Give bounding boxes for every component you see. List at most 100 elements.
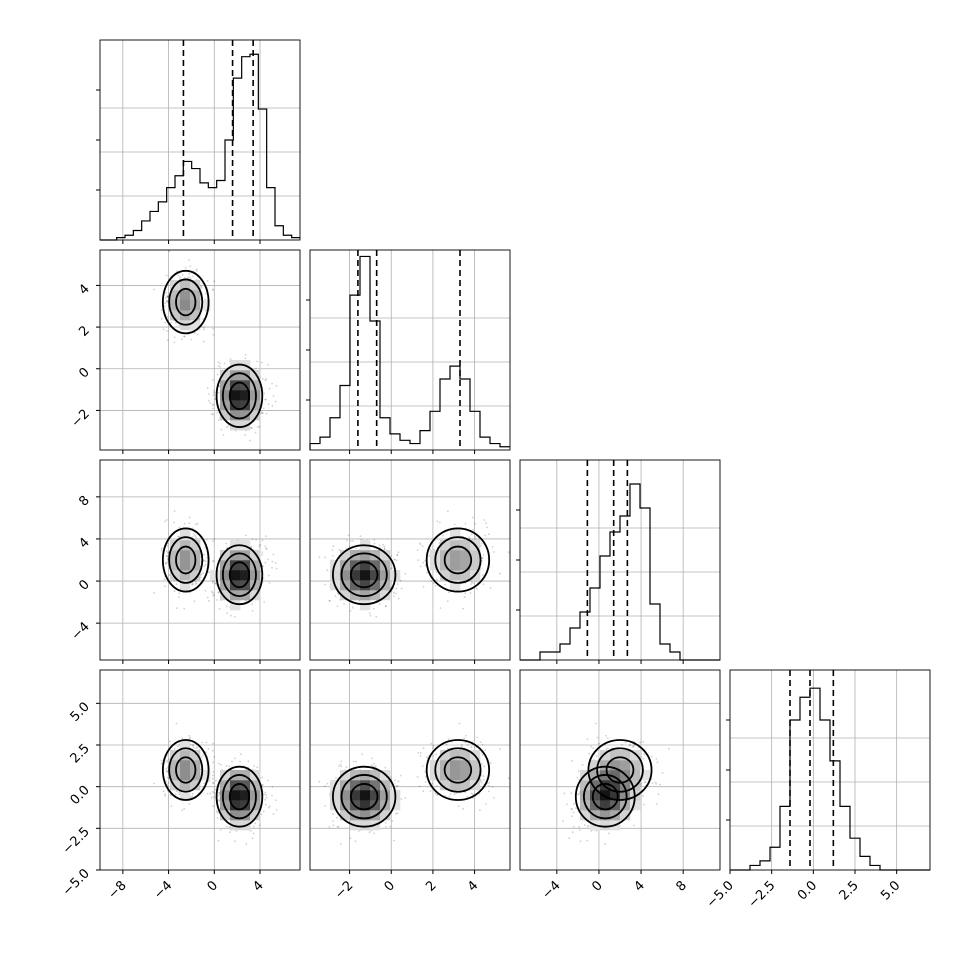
scatter-point — [436, 520, 439, 523]
scatter-point — [212, 394, 215, 397]
density-cell — [200, 300, 211, 311]
scatter-point — [177, 745, 179, 748]
scatter-point — [256, 766, 259, 769]
scatter-point — [165, 768, 168, 770]
scatter-point — [489, 587, 492, 589]
panel-frame — [309, 249, 511, 451]
scatter-point — [165, 330, 168, 332]
scatter-point — [261, 361, 263, 364]
scatter-point — [393, 595, 395, 597]
scatter-point — [358, 599, 361, 602]
scatter-point — [264, 561, 267, 564]
scatter-point — [384, 766, 387, 769]
scatter-point — [483, 519, 486, 521]
scatter-point — [418, 542, 421, 545]
scatter-point — [419, 752, 422, 754]
scatter-point — [340, 760, 343, 763]
scatter-point — [447, 510, 449, 512]
density-cell — [220, 790, 231, 801]
scatter-point — [203, 565, 206, 567]
scatter-point — [373, 542, 376, 545]
scatter-point — [153, 288, 156, 291]
scatter-point — [212, 333, 215, 336]
density-cell — [220, 390, 231, 401]
scatter-point — [204, 292, 207, 295]
scatter-point — [274, 799, 277, 802]
scatter-point — [469, 592, 472, 594]
scatter-point — [202, 318, 204, 320]
scatter-point — [261, 551, 264, 554]
scatter-point — [340, 765, 343, 768]
x-tick-label: 0 — [205, 878, 221, 894]
scatter-point — [483, 765, 486, 768]
y-tick-label: 5.0 — [68, 700, 93, 725]
contour-level-1-0 — [215, 544, 264, 606]
y-tick-label: 4 — [76, 282, 92, 298]
scatter-point — [436, 794, 439, 797]
scatter-point — [261, 539, 264, 542]
scatter-point — [188, 273, 191, 275]
scatter-point — [184, 277, 186, 279]
scatter-point — [250, 427, 253, 429]
scatter-point — [225, 426, 228, 429]
scatter-point — [210, 412, 213, 415]
scatter-point — [234, 615, 236, 618]
density-cell — [170, 310, 181, 321]
scatter-point — [239, 760, 242, 763]
scatter-point — [225, 825, 228, 828]
scatter-point — [449, 793, 452, 795]
scatter-point — [212, 761, 214, 764]
scatter-point — [166, 770, 169, 773]
density-cell — [190, 570, 201, 581]
scatter-point — [489, 762, 492, 764]
scatter-point — [173, 341, 176, 344]
scatter-point — [205, 741, 208, 744]
scatter-point — [566, 803, 568, 806]
density-cell — [330, 790, 341, 801]
panel-3-2: −4 0 4 8 — [519, 669, 721, 902]
scatter-point — [345, 766, 348, 769]
scatter-point — [263, 793, 265, 796]
scatter-point — [227, 425, 230, 427]
scatter-point — [383, 548, 386, 551]
density-cell — [170, 570, 181, 581]
scatter-point — [267, 364, 269, 366]
scatter-point — [479, 809, 481, 811]
scatter-point — [480, 781, 483, 784]
scatter-point — [211, 581, 214, 584]
scatter-point — [275, 808, 278, 811]
scatter-point — [332, 824, 335, 827]
density-cell — [230, 390, 241, 401]
panel-2-2 — [516, 459, 721, 664]
scatter-point — [463, 737, 466, 740]
scatter-point — [448, 795, 451, 798]
scatter-point — [435, 785, 438, 788]
scatter-point — [453, 793, 456, 796]
scatter-point — [160, 549, 163, 552]
scatter-point — [250, 427, 253, 429]
scatter-point — [200, 285, 202, 288]
scatter-point — [204, 298, 207, 301]
scatter-point — [168, 250, 171, 253]
scatter-point — [389, 825, 392, 828]
scatter-point — [355, 547, 357, 550]
scatter-point — [272, 813, 275, 815]
density-cell — [210, 570, 221, 581]
scatter-point — [264, 398, 267, 401]
density-cell — [180, 300, 191, 311]
scatter-point — [466, 744, 469, 746]
density-cell — [180, 760, 191, 771]
density-cell — [360, 570, 371, 581]
scatter-point — [175, 722, 178, 725]
scatter-point — [166, 561, 169, 564]
scatter-point — [458, 722, 461, 725]
scatter-point — [485, 522, 487, 525]
scatter-point — [203, 328, 205, 331]
scatter-point — [426, 571, 428, 574]
scatter-point — [255, 538, 257, 541]
scatter-point — [192, 743, 195, 746]
scatter-point — [205, 538, 208, 541]
scatter-point — [211, 289, 214, 291]
scatter-point — [179, 276, 181, 279]
